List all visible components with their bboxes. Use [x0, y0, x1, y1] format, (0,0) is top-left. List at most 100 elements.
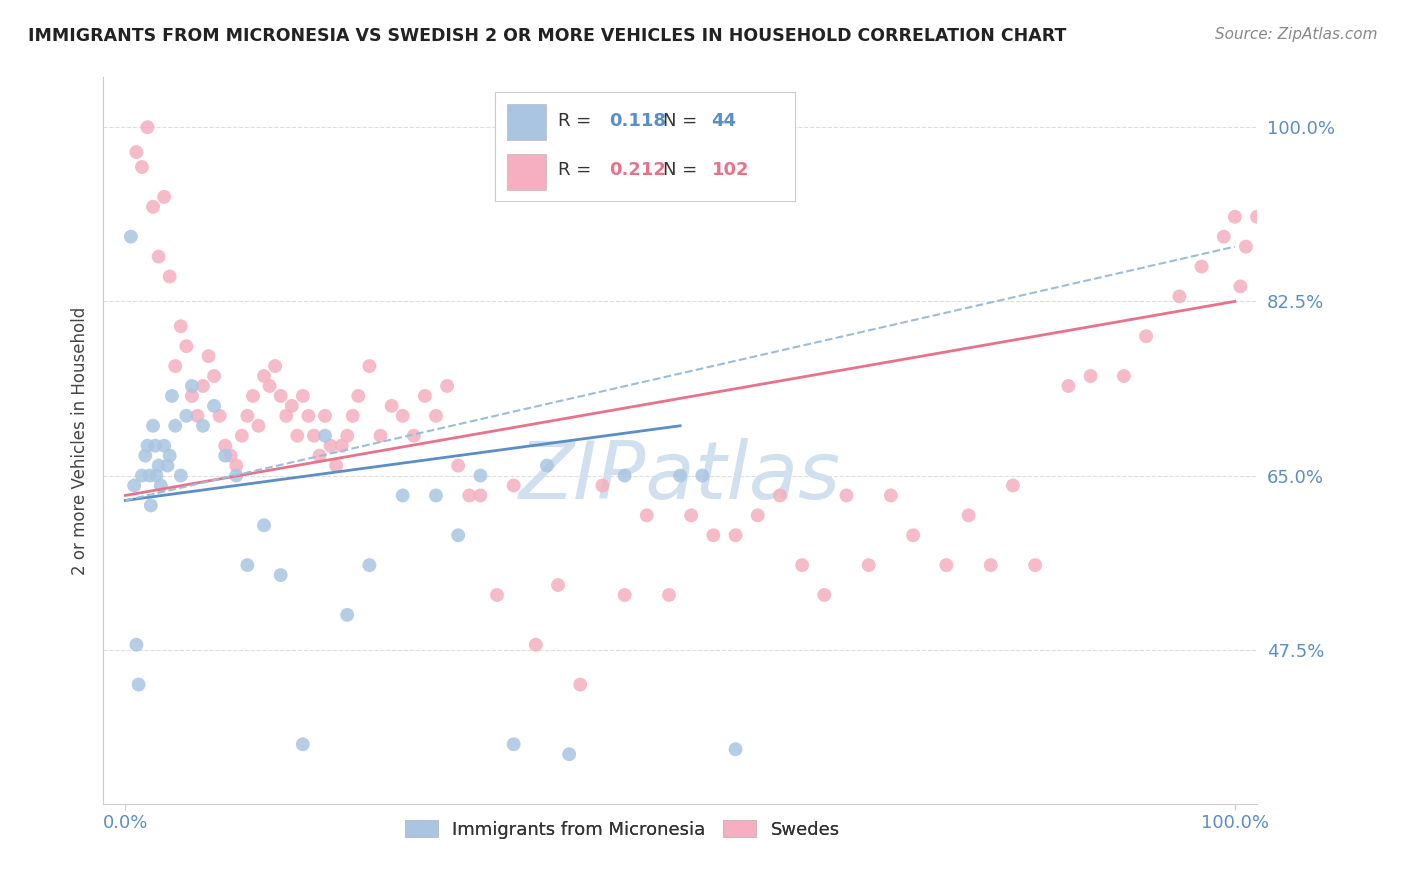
Point: [458, 488, 481, 502]
Point: [281, 399, 304, 413]
Point: [880, 488, 903, 502]
Point: [336, 428, 359, 442]
Point: [769, 488, 792, 502]
Point: [170, 468, 193, 483]
Point: [202, 399, 225, 413]
Point: [336, 607, 359, 622]
Point: [1080, 369, 1102, 384]
Point: [858, 558, 880, 573]
Point: [259, 379, 281, 393]
Point: [148, 458, 170, 473]
Point: [1246, 210, 1268, 224]
Point: [131, 468, 153, 483]
Point: [1001, 478, 1024, 492]
Point: [134, 449, 156, 463]
Point: [225, 458, 247, 473]
Point: [1212, 229, 1234, 244]
Point: [308, 449, 330, 463]
Legend: Immigrants from Micronesia, Swedes: Immigrants from Micronesia, Swedes: [398, 813, 846, 846]
Point: [186, 409, 208, 423]
Point: [1291, 190, 1313, 204]
Point: [120, 229, 142, 244]
Point: [314, 409, 336, 423]
Point: [191, 379, 214, 393]
Point: [613, 588, 636, 602]
Point: [276, 409, 298, 423]
Point: [747, 508, 769, 523]
Point: [138, 468, 160, 483]
Point: [125, 638, 148, 652]
Point: [176, 339, 198, 353]
Point: [547, 578, 569, 592]
Point: [613, 468, 636, 483]
Point: [681, 508, 703, 523]
Point: [139, 499, 162, 513]
Point: [136, 439, 159, 453]
Point: [1234, 239, 1257, 253]
Point: [724, 528, 747, 542]
Point: [148, 250, 170, 264]
Point: [159, 449, 181, 463]
Point: [231, 428, 253, 442]
Point: [835, 488, 858, 502]
Point: [901, 528, 924, 542]
Point: [636, 508, 658, 523]
Point: [302, 428, 325, 442]
Point: [191, 418, 214, 433]
Point: [370, 428, 392, 442]
Point: [470, 468, 492, 483]
Point: [153, 439, 176, 453]
Point: [702, 528, 724, 542]
Point: [225, 468, 247, 483]
Point: [214, 439, 236, 453]
Point: [330, 439, 353, 453]
Point: [425, 488, 447, 502]
Point: [214, 449, 236, 463]
Point: [291, 389, 314, 403]
Point: [536, 458, 558, 473]
Point: [381, 399, 404, 413]
Point: [143, 439, 166, 453]
Point: [1112, 369, 1135, 384]
Point: [402, 428, 425, 442]
Point: [502, 478, 524, 492]
Point: [285, 428, 308, 442]
Point: [176, 409, 198, 423]
Point: [247, 418, 270, 433]
Point: [1057, 379, 1080, 393]
Point: [264, 359, 287, 373]
Point: [436, 379, 458, 393]
Point: [569, 677, 592, 691]
Point: [314, 428, 336, 442]
Point: [236, 558, 259, 573]
Point: [1334, 299, 1357, 313]
Point: [342, 409, 364, 423]
Point: [347, 389, 370, 403]
Point: [253, 518, 276, 533]
Point: [813, 588, 835, 602]
Point: [1024, 558, 1046, 573]
Point: [236, 409, 259, 423]
Point: [524, 638, 547, 652]
Point: [669, 468, 692, 483]
Point: [447, 458, 470, 473]
Point: [1391, 239, 1406, 253]
Point: [131, 160, 153, 174]
Point: [202, 369, 225, 384]
Point: [447, 528, 470, 542]
Point: [1402, 210, 1406, 224]
Point: [1191, 260, 1213, 274]
Point: [180, 379, 202, 393]
Point: [149, 478, 172, 492]
Text: ZIPatlas: ZIPatlas: [519, 438, 841, 516]
Point: [1357, 210, 1379, 224]
Point: [391, 409, 413, 423]
Point: [724, 742, 747, 756]
Point: [1135, 329, 1157, 343]
Point: [142, 418, 165, 433]
Point: [591, 478, 613, 492]
Point: [125, 145, 148, 159]
Point: [425, 409, 447, 423]
Point: [1379, 299, 1402, 313]
Point: [1312, 239, 1334, 253]
